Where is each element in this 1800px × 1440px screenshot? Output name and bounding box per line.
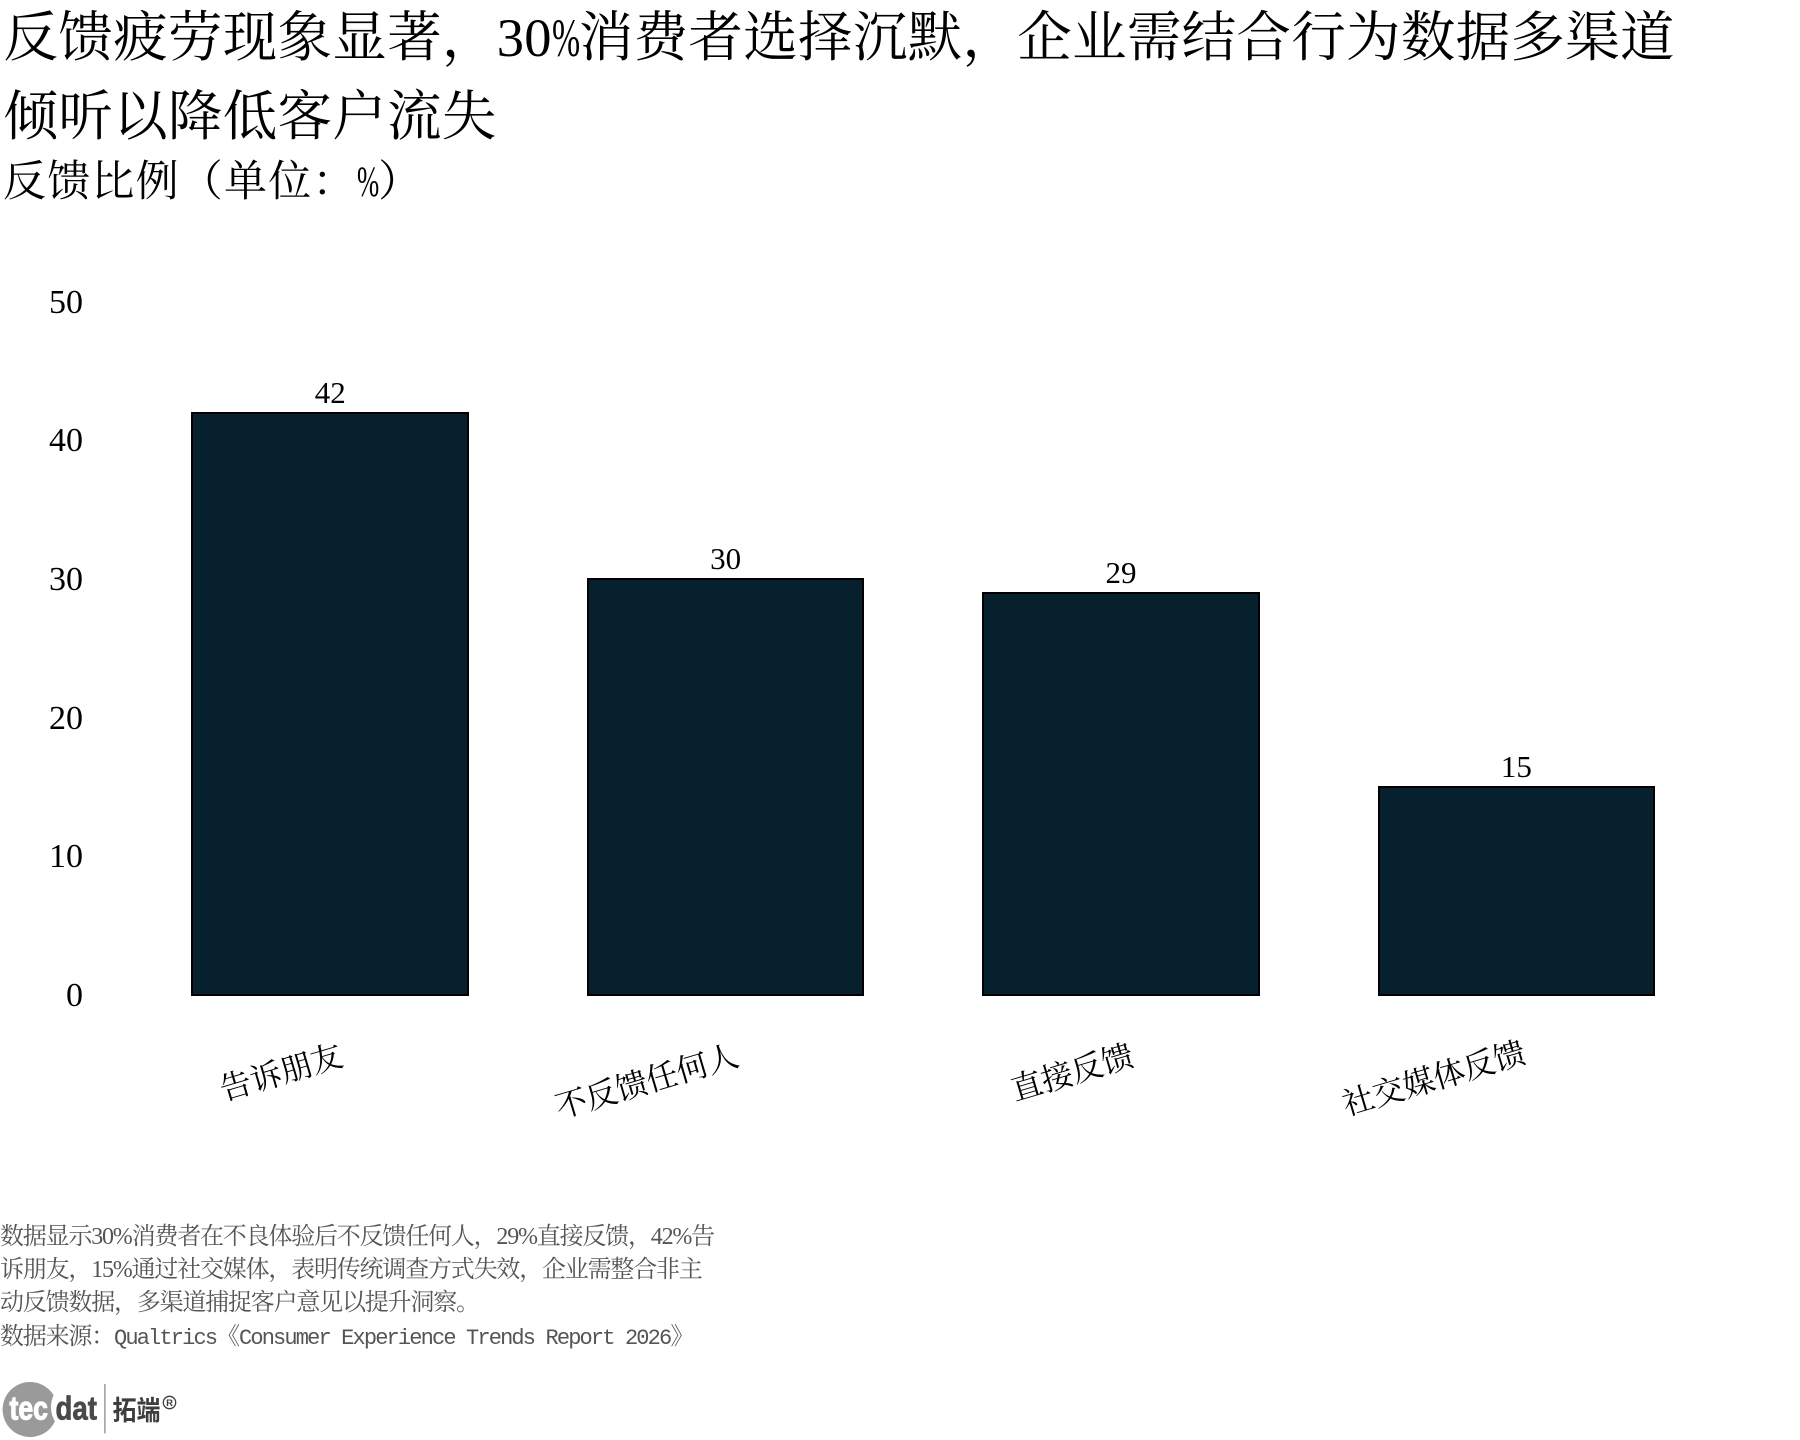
svg-text:dat: dat — [56, 1390, 98, 1427]
svg-text:tec: tec — [10, 1390, 49, 1427]
svg-text:R: R — [166, 1398, 173, 1409]
svg-text:拓端: 拓端 — [113, 1396, 161, 1426]
